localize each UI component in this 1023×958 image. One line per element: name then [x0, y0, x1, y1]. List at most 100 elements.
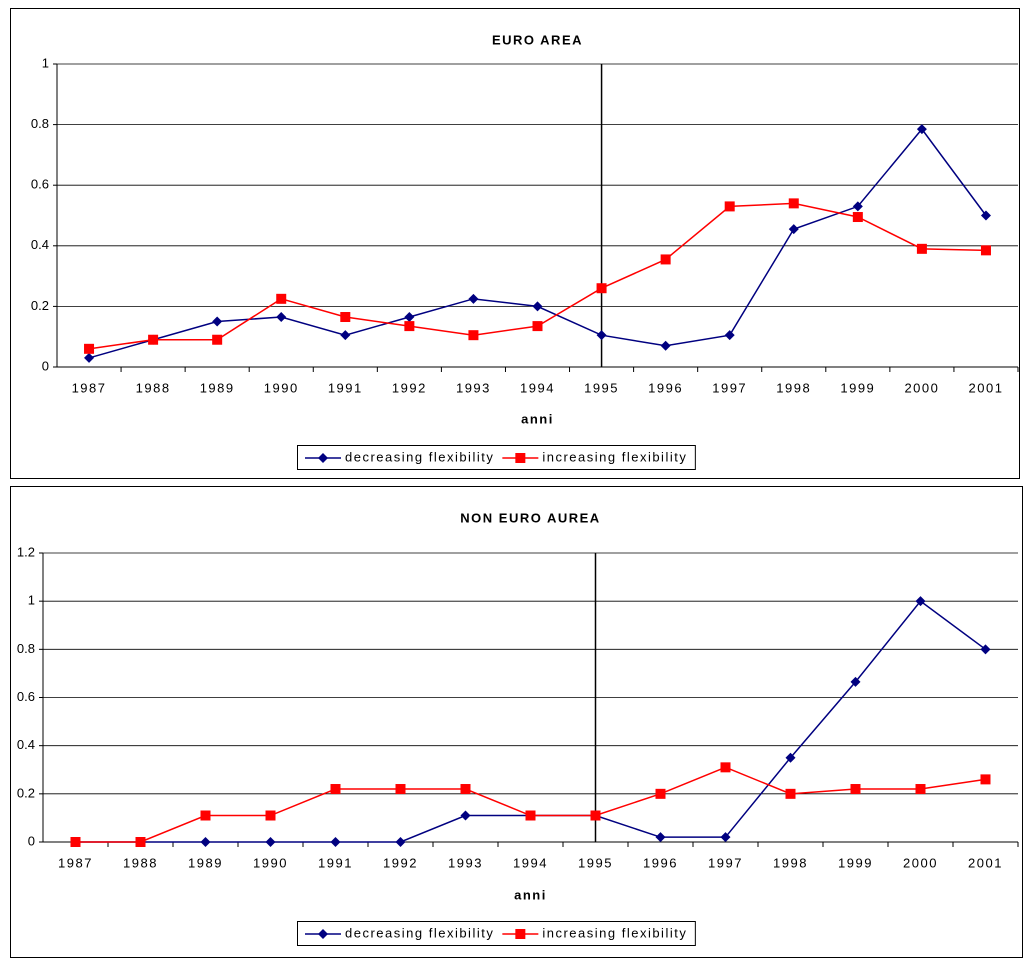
chart-title: NON EURO AUREA	[460, 510, 600, 525]
y-tick-label: 0.4	[17, 737, 35, 752]
data-point	[468, 330, 479, 341]
data-point	[525, 810, 536, 821]
data-point	[596, 330, 607, 341]
data-point	[916, 124, 927, 135]
data-point	[915, 784, 926, 795]
x-tick-label: 1992	[383, 855, 418, 870]
data-point	[276, 312, 287, 323]
data-point	[788, 198, 799, 209]
y-tick-label: 0.2	[17, 785, 35, 800]
data-point	[200, 810, 211, 821]
x-tick-label: 1995	[584, 380, 619, 395]
x-tick-label: 1987	[72, 380, 107, 395]
x-tick-label: 1989	[200, 380, 235, 395]
data-point	[395, 784, 406, 795]
data-point	[724, 201, 735, 212]
data-point	[980, 774, 991, 785]
chart-frame	[10, 486, 1023, 958]
data-point	[590, 810, 601, 821]
data-point	[980, 644, 991, 655]
data-point	[395, 837, 406, 847]
x-tick-label: 1996	[643, 855, 678, 870]
x-tick-label: 2001	[968, 855, 1003, 870]
x-tick-label: 1994	[520, 380, 555, 395]
legend-label: decreasing flexibility	[345, 449, 494, 464]
chart-frame	[10, 8, 1020, 479]
data-point	[980, 210, 991, 221]
data-point	[915, 596, 926, 607]
y-tick-label: 0	[42, 358, 49, 373]
x-tick-label: 1996	[648, 380, 683, 395]
data-point	[788, 224, 799, 235]
x-tick-label: 1998	[776, 380, 811, 395]
data-point	[850, 676, 861, 687]
x-tick-label: 1990	[253, 855, 288, 870]
legend-marker	[318, 453, 328, 463]
x-tick-label: 1992	[392, 380, 427, 395]
x-tick-label: 1989	[188, 855, 223, 870]
chart-title: EURO AREA	[492, 32, 583, 47]
data-point	[785, 752, 796, 763]
data-point	[532, 321, 543, 332]
x-tick-label: 1995	[578, 855, 613, 870]
x-tick-label: 1991	[328, 380, 363, 395]
data-point	[265, 837, 276, 847]
y-tick-label: 0.4	[31, 237, 49, 252]
x-tick-label: 1991	[318, 855, 353, 870]
x-tick-label: 1987	[58, 855, 93, 870]
legend-marker	[515, 453, 526, 463]
data-point	[660, 254, 671, 265]
data-point	[276, 293, 287, 304]
data-point	[340, 330, 351, 341]
data-point	[212, 316, 223, 327]
data-point	[532, 301, 543, 312]
data-point	[785, 788, 796, 799]
y-tick-label: 0.6	[17, 689, 35, 704]
data-point	[404, 321, 415, 332]
y-tick-label: 0.2	[31, 298, 49, 313]
x-tick-label: 1999	[838, 855, 873, 870]
data-point	[852, 212, 863, 223]
legend-marker	[318, 929, 328, 939]
y-tick-label: 0.8	[31, 116, 49, 131]
data-point	[460, 784, 471, 795]
data-point	[655, 788, 666, 799]
x-tick-label: 1990	[264, 380, 299, 395]
data-point	[596, 283, 607, 294]
legend-box	[297, 445, 696, 470]
data-point	[212, 334, 223, 345]
x-axis-title: anni	[514, 887, 547, 902]
data-point	[460, 810, 471, 821]
data-point	[330, 784, 341, 795]
legend-box	[297, 921, 696, 946]
x-tick-label: 2000	[904, 380, 939, 395]
y-tick-label: 0	[28, 833, 35, 848]
legend-label: increasing flexibility	[542, 449, 687, 464]
y-tick-label: 0.8	[17, 641, 35, 656]
data-point	[330, 837, 341, 847]
data-point	[70, 837, 81, 847]
x-tick-label: 1993	[448, 855, 483, 870]
x-tick-label: 1988	[123, 855, 158, 870]
y-tick-label: 0.6	[31, 177, 49, 192]
data-point	[148, 334, 159, 345]
x-axis-title: anni	[521, 411, 554, 426]
y-tick-label: 1	[42, 55, 49, 70]
data-point	[84, 343, 95, 354]
data-point	[135, 837, 146, 847]
y-tick-label: 1	[28, 593, 35, 608]
x-tick-label: 2000	[903, 855, 938, 870]
legend-marker	[515, 929, 526, 939]
data-point	[84, 352, 95, 363]
x-tick-label: 1988	[136, 380, 171, 395]
x-tick-label: 1993	[456, 380, 491, 395]
data-point	[720, 762, 731, 773]
data-point	[200, 837, 211, 847]
data-point	[265, 810, 276, 821]
data-point	[852, 201, 863, 212]
legend-label: increasing flexibility	[542, 925, 687, 940]
x-tick-label: 2001	[969, 380, 1004, 395]
data-point	[404, 312, 415, 323]
x-tick-label: 1998	[773, 855, 808, 870]
